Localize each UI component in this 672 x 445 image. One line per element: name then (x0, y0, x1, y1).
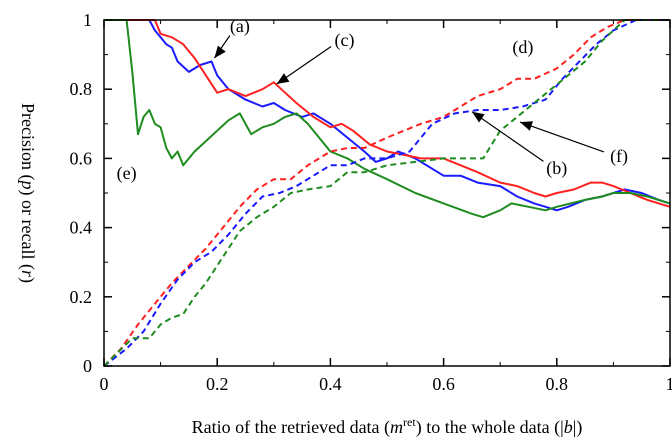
annotation-label: (e) (117, 163, 137, 184)
annotation-arrow-head (276, 73, 290, 84)
y-tick-label: 1 (83, 10, 92, 30)
x-tick-label: 0.6 (432, 374, 455, 394)
annotation-arrow-line (471, 111, 544, 162)
x-tick-label: 0.4 (319, 374, 342, 394)
series-line-red-dashed (103, 19, 670, 367)
annotation-arrow-head (214, 45, 226, 59)
series-line-green-solid (104, 19, 671, 219)
y-tick-label: 0.6 (70, 148, 93, 168)
x-tick-label: 0.8 (546, 374, 569, 394)
tick-layer: 0 0.2 0.4 0.6 0.8 1 0 0.2 0.4 0.6 0.8 1 (70, 10, 672, 394)
series-line-green-dashed (103, 19, 670, 367)
y-axis-title: Precision (p) or recall (r) (17, 103, 38, 283)
annotation-arrow-line (519, 121, 605, 153)
x-tick-label: 0.2 (206, 374, 229, 394)
x-axis-title: Ratio of the retrieved data (mret) to th… (192, 415, 583, 438)
annotation-arrow-head (520, 121, 533, 131)
series-line-blue-dashed (103, 19, 670, 367)
annotation-arrow-head (471, 111, 485, 123)
y-tick-label: 0.2 (70, 287, 93, 307)
y-tick-label: 0.4 (70, 218, 93, 238)
annotation-layer: (a) (c) (d) (e) (b) (f) (117, 16, 628, 184)
annotation-label: (d) (512, 37, 533, 58)
annotation-label: (b) (546, 158, 567, 179)
x-tick-label: 0 (100, 374, 109, 394)
annotation-label: (c) (335, 30, 355, 51)
annotation-label: (a) (230, 16, 250, 37)
y-tick-label: 0.8 (70, 79, 93, 99)
series-line-blue-solid (104, 19, 671, 212)
series-layer (103, 19, 671, 367)
y-tick-label: 0 (83, 356, 92, 376)
annotation-label: (f) (610, 146, 628, 167)
x-tick-label: 1 (666, 374, 672, 394)
